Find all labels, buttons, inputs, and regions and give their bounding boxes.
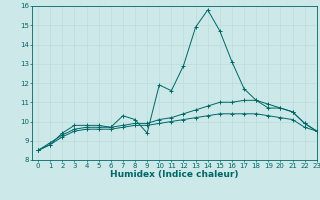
- X-axis label: Humidex (Indice chaleur): Humidex (Indice chaleur): [110, 170, 239, 179]
